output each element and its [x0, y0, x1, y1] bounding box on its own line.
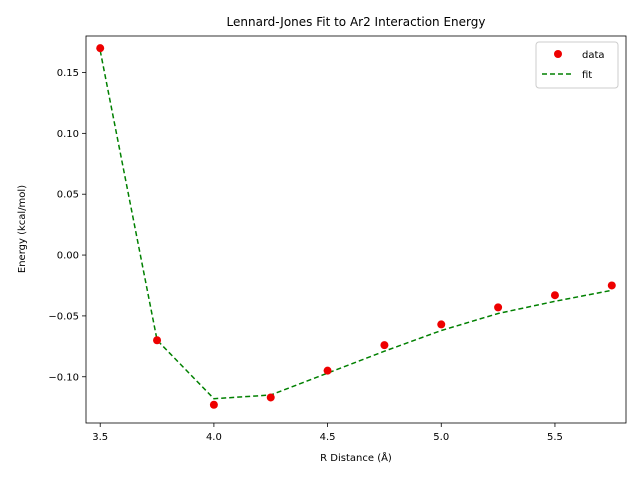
legend: data fit — [535, 41, 619, 89]
data-point — [380, 341, 389, 350]
x-tick-label: 3.5 — [92, 432, 108, 443]
legend-fit-label: fit — [582, 70, 592, 81]
y-axis-label: Energy (kcal/mol) — [17, 185, 28, 273]
data-point — [96, 44, 105, 53]
legend-data-marker — [554, 50, 562, 58]
legend-data-label: data — [582, 50, 605, 61]
x-axis-label: R Distance (Å) — [320, 451, 392, 464]
data-point — [266, 393, 275, 402]
data-point — [209, 400, 218, 409]
x-tick-label: 4.5 — [320, 432, 336, 443]
x-tick-label: 5.5 — [547, 432, 563, 443]
data-point — [494, 303, 503, 312]
fit-series-line — [99, 50, 612, 400]
x-tick-label: 4.0 — [206, 432, 222, 443]
axes-frame — [85, 35, 627, 424]
data-point — [437, 320, 446, 329]
x-tick-label: 5.0 — [433, 432, 449, 443]
legend-box — [535, 41, 619, 89]
data-point — [550, 291, 559, 300]
y-tick-label: 0.05 — [57, 190, 79, 201]
y-tick-label: 0.10 — [57, 129, 79, 140]
data-point — [153, 336, 162, 345]
y-tick-label: 0.15 — [57, 68, 79, 79]
y-tick-label: −0.10 — [48, 372, 79, 383]
y-tick-label: −0.05 — [48, 311, 79, 322]
y-tick-label: 0.00 — [57, 251, 79, 262]
plot-area: 3.5 4.0 4.5 5.0 5.5 −0.10 −0.05 0.00 0.05 0.10 0.1… — [48, 35, 627, 443]
chart-title: Lennard-Jones Fit to Ar2 Interaction Ene… — [227, 15, 486, 29]
data-point — [607, 281, 616, 290]
data-point — [323, 366, 332, 375]
